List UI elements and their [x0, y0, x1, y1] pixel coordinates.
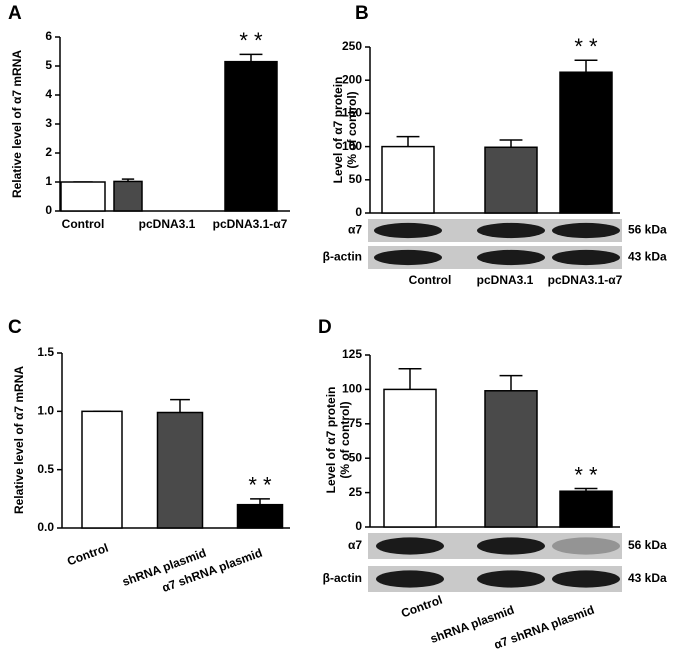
panel-letter: B [355, 3, 369, 24]
y-tick-label: 1.5 [37, 345, 54, 359]
y-tick-label: 0 [355, 205, 362, 219]
y-axis-label: Relative level of α7 mRNA [12, 366, 26, 514]
y-tick-label: 100 [342, 382, 362, 396]
blot-band [477, 570, 545, 588]
bar [156, 411, 204, 529]
blot-label: β-actin [323, 571, 362, 585]
blot-label: β-actin [323, 250, 362, 264]
bar [559, 71, 613, 214]
x-tick-label: Control [65, 541, 110, 569]
y-axis-label: (% of control) [338, 401, 352, 478]
y-tick-label: 125 [342, 347, 362, 361]
y-tick-label: 250 [342, 39, 362, 53]
x-tick-label: Control [62, 217, 105, 231]
panel-letter: C [8, 317, 22, 338]
significance: * * [574, 462, 598, 487]
y-tick-label: 50 [349, 450, 363, 464]
y-tick-label: 0.0 [37, 520, 54, 534]
x-tick-label: pcDNA3.1-α7 [548, 273, 623, 287]
blot-label: α7 [348, 223, 362, 237]
blot-size: 56 kDa [628, 223, 667, 237]
blot-size: 56 kDa [628, 538, 667, 552]
blot-band [552, 222, 620, 239]
blot-band [477, 249, 545, 266]
y-tick-label: 2 [45, 145, 52, 159]
y-tick-label: 0 [355, 519, 362, 533]
blot-size: 43 kDa [628, 571, 667, 585]
y-tick-label: 1.0 [37, 404, 54, 418]
blot-band [376, 570, 444, 588]
y-tick-label: 0 [45, 203, 52, 217]
y-tick-label: 4 [45, 87, 52, 101]
y-axis-label: Level of α7 protein [324, 387, 338, 494]
y-tick-label: 200 [342, 72, 362, 86]
bar [559, 490, 613, 528]
y-axis-label: Relative level of α7 mRNA [10, 50, 24, 198]
x-tick-label: Control [399, 593, 444, 621]
blot-band [477, 222, 545, 239]
x-tick-label: pcDNA3.1 [139, 217, 196, 231]
blot-band [376, 537, 444, 555]
bar [236, 503, 284, 529]
bar [484, 146, 538, 214]
y-tick-label: 25 [349, 485, 363, 499]
significance: * * [239, 28, 263, 53]
panel-letter: D [318, 317, 332, 338]
bar [81, 410, 123, 529]
y-axis-label: (% of control) [345, 91, 359, 168]
blot-label: α7 [348, 538, 362, 552]
blot-band [552, 537, 620, 555]
significance: * * [574, 34, 598, 59]
y-axis-label: Level of α7 protein [331, 77, 345, 184]
blot-band [552, 570, 620, 588]
blot-size: 43 kDa [628, 250, 667, 264]
bar [113, 180, 143, 212]
blot-band [552, 249, 620, 266]
x-tick-label: pcDNA3.1 [477, 273, 534, 287]
bar [60, 181, 106, 212]
y-tick-label: 0.5 [37, 462, 54, 476]
blot-band [477, 537, 545, 555]
y-tick-label: 50 [349, 172, 363, 186]
y-tick-label: 6 [45, 29, 52, 43]
y-tick-label: 5 [45, 58, 52, 72]
x-tick-label: pcDNA3.1-α7 [213, 217, 288, 231]
bar [484, 390, 538, 528]
y-tick-label: 1 [45, 174, 52, 188]
blot-band [374, 249, 442, 266]
significance: * * [248, 473, 272, 498]
panel-letter: A [8, 3, 22, 24]
bar [224, 60, 278, 212]
blot-band [374, 222, 442, 239]
y-tick-label: 150 [342, 106, 362, 120]
bar [381, 145, 435, 214]
y-tick-label: 75 [349, 416, 363, 430]
y-tick-label: 3 [45, 116, 52, 130]
x-tick-label: Control [409, 273, 452, 287]
y-tick-label: 100 [342, 139, 362, 153]
bar [383, 388, 437, 528]
